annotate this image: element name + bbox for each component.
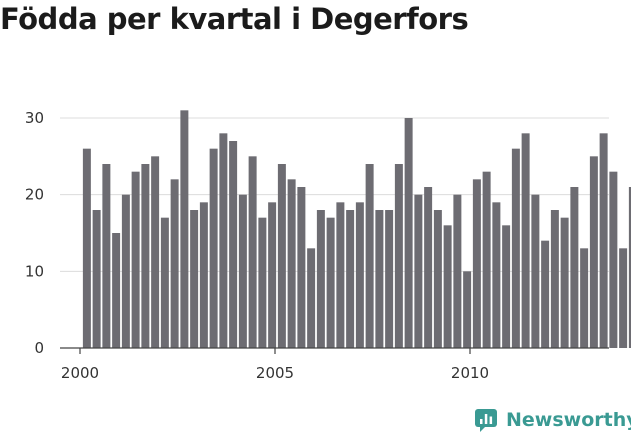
bar xyxy=(209,148,218,348)
newsworthy-icon xyxy=(475,409,497,432)
bar xyxy=(433,210,442,348)
bar xyxy=(609,171,618,348)
bar xyxy=(531,194,540,348)
bar xyxy=(151,156,160,348)
bar xyxy=(141,164,150,348)
bar xyxy=(482,171,491,348)
bar xyxy=(521,133,530,348)
bar xyxy=(131,171,140,348)
bar xyxy=(414,194,423,348)
y-tick-label: 10 xyxy=(25,262,44,280)
y-tick-label: 30 xyxy=(25,109,44,127)
bar xyxy=(385,210,394,348)
bar xyxy=(92,210,101,348)
bar xyxy=(511,148,520,348)
bar xyxy=(502,225,511,348)
x-tick-label: 2010 xyxy=(451,364,489,382)
bar xyxy=(102,164,111,348)
bar xyxy=(492,202,501,348)
bar xyxy=(443,225,452,348)
bar xyxy=(316,210,325,348)
bar xyxy=(297,187,306,348)
bar xyxy=(472,179,481,348)
bar xyxy=(219,133,228,348)
bar xyxy=(248,156,257,348)
bar xyxy=(404,118,413,348)
bar xyxy=(326,217,335,348)
bar xyxy=(160,217,169,348)
bar xyxy=(550,210,559,348)
bar xyxy=(307,248,316,348)
bar xyxy=(82,148,91,348)
x-tick-label: 2000 xyxy=(61,364,99,382)
brand-logo: Newsworthy xyxy=(474,408,631,432)
x-tick-label: 2005 xyxy=(256,364,294,382)
brand-name: Newsworthy xyxy=(506,409,631,431)
bar xyxy=(190,210,199,348)
bar xyxy=(112,233,121,348)
bar xyxy=(541,240,550,348)
bar xyxy=(560,217,569,348)
bar xyxy=(258,217,267,348)
bar xyxy=(375,210,384,348)
bar xyxy=(238,194,247,348)
bar xyxy=(121,194,130,348)
y-tick-label: 0 xyxy=(34,339,44,357)
bar xyxy=(268,202,277,348)
bar xyxy=(589,156,598,348)
bar xyxy=(619,248,628,348)
bar xyxy=(355,202,364,348)
bar xyxy=(180,110,189,348)
bar xyxy=(570,187,579,348)
bar xyxy=(287,179,296,348)
bar xyxy=(336,202,345,348)
y-tick-label: 20 xyxy=(25,186,44,204)
bar xyxy=(453,194,462,348)
bar xyxy=(170,179,179,348)
bar xyxy=(394,164,403,348)
bar xyxy=(277,164,286,348)
bar xyxy=(199,202,208,348)
bar xyxy=(229,141,238,348)
page-title: Födda per kvartal i Degerfors xyxy=(0,2,469,36)
bar xyxy=(628,187,631,348)
bar xyxy=(424,187,433,348)
bar xyxy=(463,271,472,348)
bar xyxy=(346,210,355,348)
bar xyxy=(365,164,374,348)
bar xyxy=(580,248,589,348)
bar xyxy=(599,133,608,348)
